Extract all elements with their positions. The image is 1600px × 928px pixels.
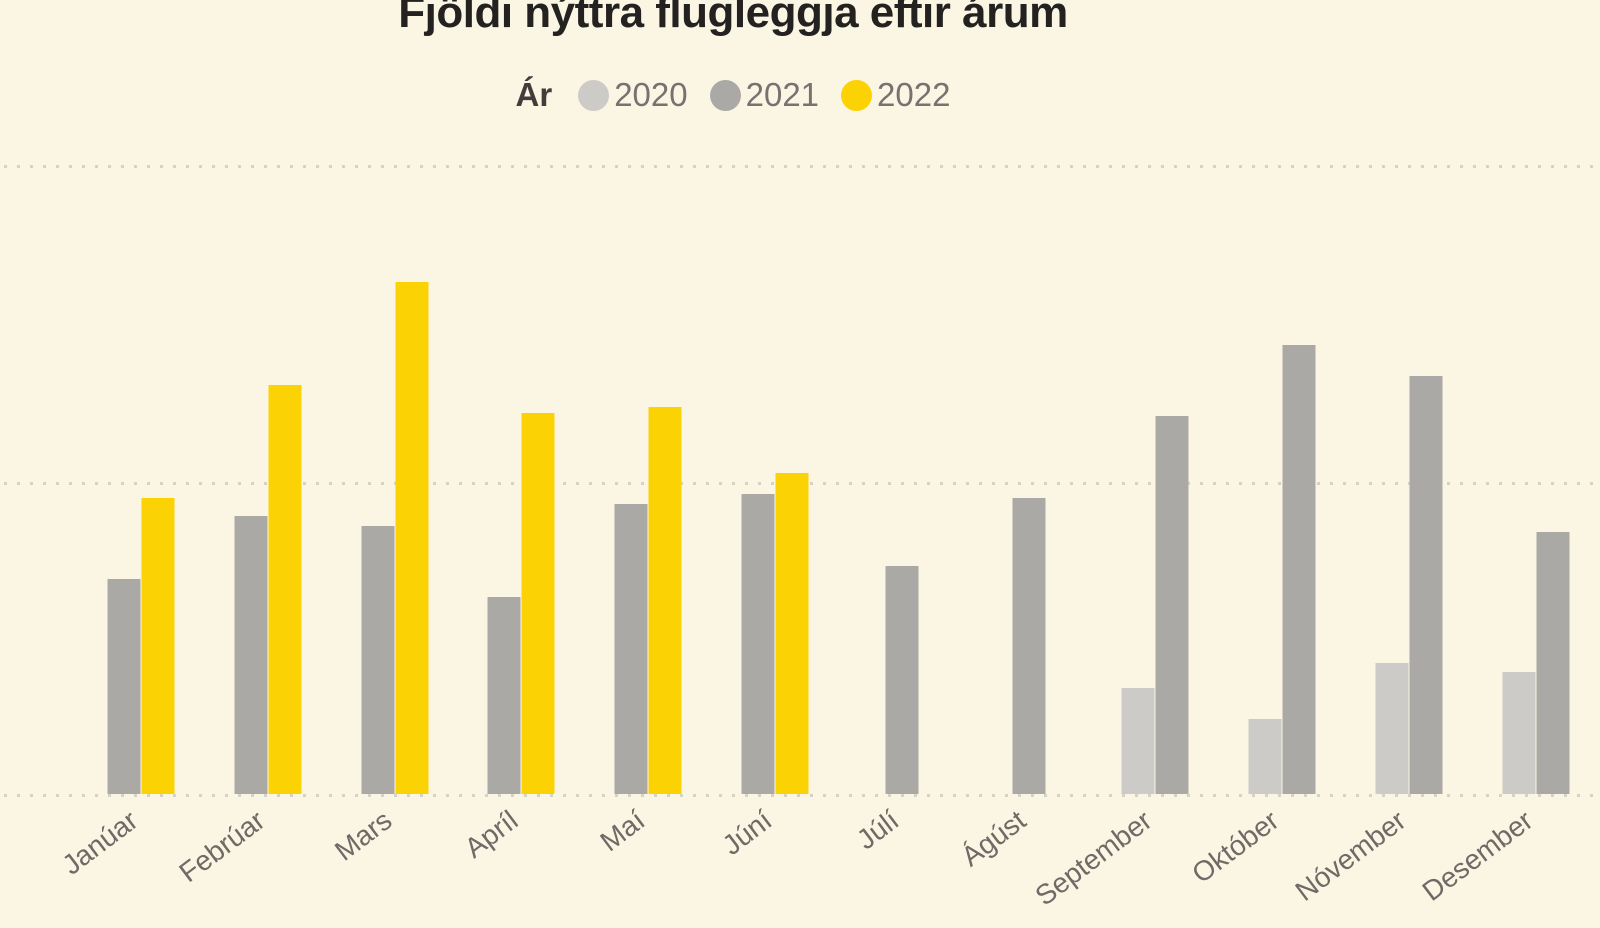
legend-item-label: 2020 <box>614 76 688 113</box>
bar-2021-júlí[interactable] <box>885 566 919 794</box>
chart-title: Fjöldi nýttra flugleggja eftir árum <box>398 0 1068 37</box>
bar-group-október <box>1248 134 1316 794</box>
bar-group-nóvember <box>1375 134 1443 794</box>
bar-group-júlí <box>885 134 919 794</box>
bar-2021-desember[interactable] <box>1536 532 1570 794</box>
bar-2021-apríl[interactable] <box>487 597 521 794</box>
bar-2022-janúar[interactable] <box>141 498 175 794</box>
legend-item-2022[interactable]: 2022 <box>841 76 950 114</box>
bar-group-júní <box>741 134 809 794</box>
bar-2021-júní[interactable] <box>741 494 775 794</box>
legend-item-2020[interactable]: 2020 <box>578 76 688 114</box>
bar-2021-maí[interactable] <box>614 504 648 794</box>
bar-group-febrúar <box>234 134 302 794</box>
bar-2020-desember[interactable] <box>1502 672 1536 794</box>
gridline-top <box>4 165 1600 168</box>
legend-swatch-icon <box>841 79 873 111</box>
bar-2021-september[interactable] <box>1155 416 1189 794</box>
legend-title: Ár <box>515 76 553 113</box>
bar-2022-júní[interactable] <box>775 473 809 794</box>
bar-2021-október[interactable] <box>1282 345 1316 794</box>
bar-group-september <box>1121 134 1189 794</box>
legend-item-label: 2022 <box>877 76 951 113</box>
bar-2020-september[interactable] <box>1121 688 1155 794</box>
bar-2021-ágúst[interactable] <box>1012 498 1046 794</box>
gridline-baseline <box>4 794 1600 797</box>
bar-group-maí <box>614 134 682 794</box>
legend-swatch-icon <box>578 79 610 111</box>
bar-2020-október[interactable] <box>1248 719 1282 794</box>
bar-2022-mars[interactable] <box>395 282 429 794</box>
bar-2022-maí[interactable] <box>648 407 682 794</box>
legend-swatch-icon <box>709 79 741 111</box>
bar-group-apríl <box>487 134 555 794</box>
bar-group-mars <box>361 134 429 794</box>
bar-group-desember <box>1502 134 1570 794</box>
bar-group-ágúst <box>1012 134 1046 794</box>
legend-item-2021[interactable]: 2021 <box>709 76 820 114</box>
bar-2020-nóvember[interactable] <box>1375 663 1409 794</box>
bar-2022-febrúar[interactable] <box>268 385 302 794</box>
bar-2021-janúar[interactable] <box>107 579 141 794</box>
legend: Ár 2020 2021 2022 <box>0 76 1466 114</box>
legend-item-label: 2021 <box>745 76 820 113</box>
bar-2021-mars[interactable] <box>361 526 395 794</box>
bar-2022-apríl[interactable] <box>521 413 555 794</box>
bar-group-janúar <box>107 134 175 794</box>
bar-2021-febrúar[interactable] <box>234 516 268 794</box>
bar-2021-nóvember[interactable] <box>1409 376 1443 794</box>
